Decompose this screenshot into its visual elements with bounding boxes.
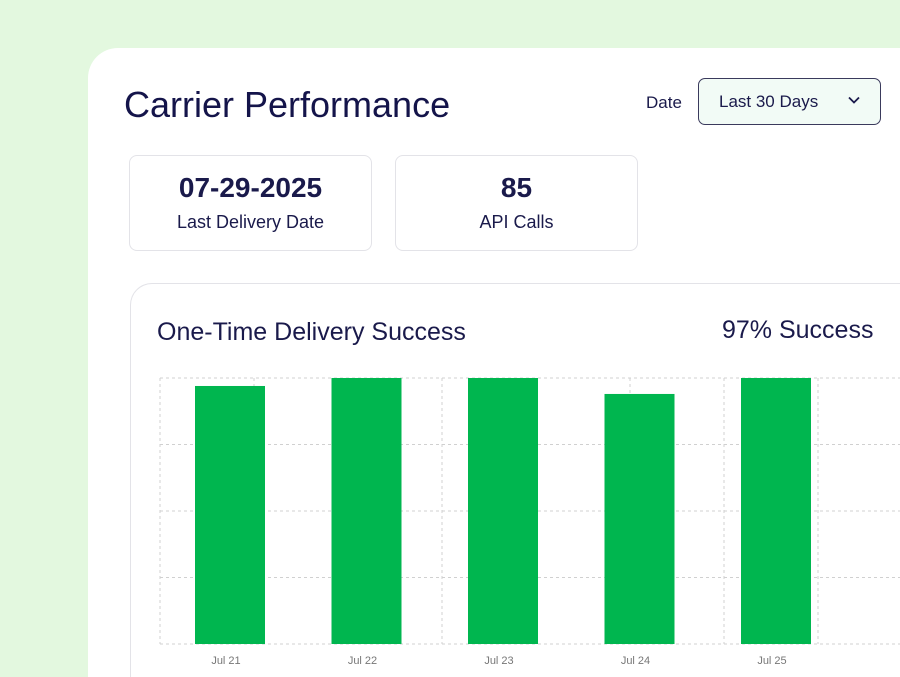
- bar-jul-23: [468, 378, 538, 644]
- x-tick-label: Jul 21: [211, 655, 240, 667]
- success-summary: 97% Success: [722, 316, 874, 344]
- chart-card: [130, 283, 900, 677]
- bar-jul-22: [331, 378, 402, 644]
- page-title: Carrier Performance: [124, 84, 451, 125]
- bar-jul-24: [604, 393, 675, 644]
- stat-last-delivery-date: 07-29-2025 Last Delivery Date: [129, 155, 372, 251]
- date-label: Date: [646, 93, 682, 112]
- bar-jul-25: [741, 378, 811, 644]
- bar-jul-21: [195, 385, 265, 644]
- chart-title: One-Time Delivery Success: [157, 318, 466, 346]
- stat-label: Last Delivery Date: [176, 212, 325, 232]
- stat-api-calls: 85 API Calls: [395, 155, 638, 251]
- stat-value: 85: [500, 172, 533, 203]
- date-range-select[interactable]: Last 30 Days: [698, 78, 881, 125]
- date-range-value: Last 30 Days: [719, 91, 819, 111]
- x-tick-label: Jul 22: [348, 655, 377, 667]
- stat-value: 07-29-2025: [178, 172, 323, 203]
- x-tick-label: Jul 25: [757, 655, 786, 667]
- x-tick-label: Jul 23: [484, 655, 513, 667]
- x-tick-label: Jul 24: [621, 655, 650, 667]
- stat-label: API Calls: [479, 212, 554, 232]
- chevron-down-icon: [848, 96, 860, 104]
